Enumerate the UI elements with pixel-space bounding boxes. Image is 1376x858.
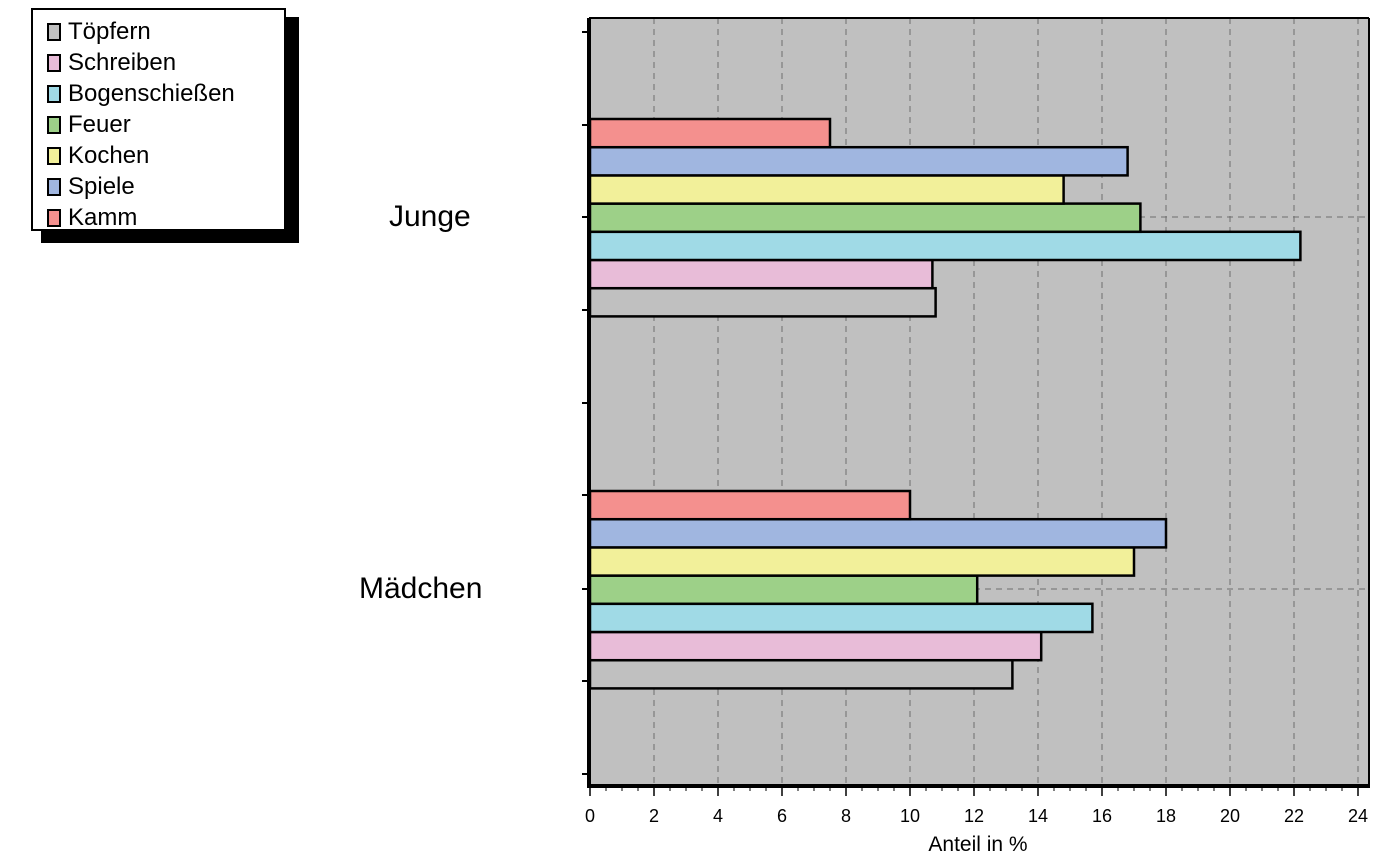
bar xyxy=(588,574,979,606)
legend-label: Schreiben xyxy=(68,48,177,76)
x-tick-label: 6 xyxy=(777,806,787,826)
legend-item: Kochen xyxy=(47,140,284,171)
bar xyxy=(588,286,937,318)
bar xyxy=(588,658,1014,690)
category-label-junge: Junge xyxy=(389,200,471,233)
legend-label: Kochen xyxy=(68,141,150,169)
legend-swatch xyxy=(47,22,61,41)
x-tick-label: 24 xyxy=(1348,806,1368,826)
bar xyxy=(588,230,1302,262)
legend-swatch xyxy=(47,53,61,72)
legend: Töpfern Schreiben Bogenschießen Feuer Kochen… xyxy=(31,8,286,231)
legend-item: Töpfern xyxy=(47,16,284,47)
legend-swatch xyxy=(47,115,61,134)
legend-label: Feuer xyxy=(68,110,131,138)
x-tick-label: 12 xyxy=(964,806,984,826)
legend-swatch xyxy=(47,84,61,103)
legend-swatch xyxy=(47,208,61,227)
x-tick-label: 20 xyxy=(1220,806,1240,826)
x-tick-label: 8 xyxy=(841,806,851,826)
x-tick-label: 14 xyxy=(1028,806,1048,826)
legend-label: Bogenschießen xyxy=(68,79,235,107)
bar xyxy=(588,117,832,149)
bar xyxy=(588,489,912,521)
legend-label: Kamm xyxy=(68,203,138,231)
x-axis-label: Anteil in % xyxy=(928,833,1027,856)
bar xyxy=(588,602,1094,634)
bar xyxy=(588,630,1043,662)
x-tick-label: 0 xyxy=(585,806,595,826)
x-tick-label: 22 xyxy=(1284,806,1304,826)
bar xyxy=(588,517,1168,549)
legend-item: Schreiben xyxy=(47,47,284,78)
legend-item: Bogenschießen xyxy=(47,78,284,109)
legend-swatch xyxy=(47,146,61,165)
bar xyxy=(588,145,1129,177)
legend-label: Spiele xyxy=(68,172,135,200)
bar xyxy=(588,546,1136,577)
legend-item: Kamm xyxy=(47,202,284,233)
legend-item: Spiele xyxy=(47,171,284,202)
x-tick-label: 4 xyxy=(713,806,723,826)
x-tick-label: 10 xyxy=(900,806,920,826)
legend-swatch xyxy=(47,177,61,196)
x-tick-label: 18 xyxy=(1156,806,1176,826)
legend-item: Feuer xyxy=(47,109,284,140)
category-label-maedchen: Mädchen xyxy=(359,572,483,605)
bar xyxy=(588,174,1065,205)
bar xyxy=(588,258,934,290)
x-tick-label: 2 xyxy=(649,806,659,826)
legend-label: Töpfern xyxy=(68,17,151,45)
x-tick-label: 16 xyxy=(1092,806,1112,826)
bar xyxy=(588,202,1142,234)
